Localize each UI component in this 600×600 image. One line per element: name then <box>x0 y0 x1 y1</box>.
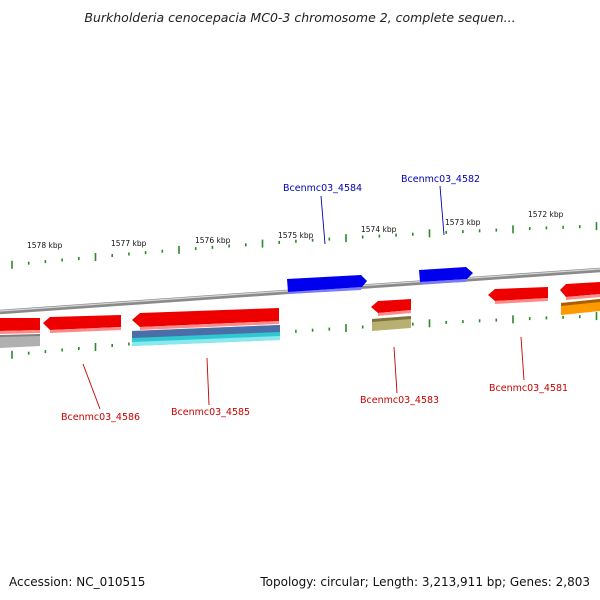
minor-tick <box>378 234 381 238</box>
minor-tick <box>295 239 297 243</box>
callout-line <box>320 195 326 245</box>
minor-tick <box>412 322 414 326</box>
gene-bcenmc03-4581[interactable] <box>488 287 548 304</box>
callout-line <box>82 363 101 410</box>
major-tick <box>428 229 431 238</box>
gene-label[interactable]: Bcenmc03_4581 <box>489 383 568 394</box>
minor-tick <box>44 260 47 264</box>
major-tick <box>512 315 514 324</box>
minor-tick <box>395 233 397 237</box>
gene-bcenmc03-4586[interactable] <box>43 315 121 333</box>
gene-bcenmc03-4582[interactable] <box>419 267 473 284</box>
gene-left-edge[interactable] <box>0 318 40 334</box>
callout-line <box>393 346 398 394</box>
minor-tick <box>78 257 80 260</box>
gene-label[interactable]: Bcenmc03_4584 <box>283 183 362 194</box>
minor-tick <box>412 232 414 236</box>
major-tick <box>178 245 180 254</box>
minor-tick <box>128 342 130 346</box>
feature-olive[interactable] <box>372 316 411 331</box>
minor-tick <box>562 225 564 229</box>
minor-tick <box>161 249 164 253</box>
feature-orange[interactable] <box>561 299 600 315</box>
major-tick <box>345 324 347 333</box>
minor-tick <box>545 226 548 230</box>
scale-labels: 1578 kbp 1577 kbp 1576 kbp 1575 kbp 1574… <box>27 210 564 250</box>
major-tick <box>94 253 97 261</box>
minor-tick <box>545 316 548 320</box>
minor-tick <box>27 351 30 355</box>
minor-tick <box>462 320 464 324</box>
feature-grey[interactable] <box>0 334 40 348</box>
major-tick <box>261 239 264 248</box>
minor-tick <box>579 225 581 229</box>
minor-tick <box>361 235 364 239</box>
gene-bcenmc03-4585[interactable] <box>132 308 279 330</box>
minor-tick <box>211 245 214 249</box>
minor-tick <box>328 237 331 241</box>
minor-tick <box>295 329 297 333</box>
minor-tick <box>128 252 130 256</box>
callout-line <box>439 185 445 236</box>
major-tick <box>345 234 347 243</box>
scale-ticks-inner <box>11 312 598 359</box>
minor-tick <box>579 315 581 319</box>
minor-tick <box>462 230 464 234</box>
major-tick <box>595 222 598 231</box>
minor-tick <box>445 230 447 234</box>
minor-tick <box>478 319 481 323</box>
gene-bcenmc03-4584[interactable] <box>287 275 367 294</box>
minor-tick <box>111 344 113 347</box>
accession-text: Accession: NC_010515 <box>9 575 146 589</box>
major-tick <box>512 225 514 234</box>
minor-tick <box>478 229 481 233</box>
minor-tick <box>27 261 30 265</box>
minor-tick <box>228 244 230 248</box>
gene-label[interactable]: Bcenmc03_4586 <box>61 412 140 423</box>
minor-tick <box>311 328 314 332</box>
major-tick <box>428 319 431 328</box>
genome-stats-text: Topology: circular; Length: 3,213,911 bp… <box>260 575 590 589</box>
minor-tick <box>61 258 63 262</box>
major-tick <box>595 312 598 321</box>
scale-label: 1572 kbp <box>528 210 564 219</box>
minor-tick <box>278 240 280 244</box>
map-title: Burkholderia cenocepacia MC0-3 chromosom… <box>84 10 516 25</box>
scale-label: 1573 kbp <box>445 218 481 227</box>
minor-tick <box>562 315 564 319</box>
minor-tick <box>194 247 197 251</box>
minor-tick <box>144 251 147 255</box>
minor-tick <box>245 243 247 247</box>
minor-tick <box>311 238 314 242</box>
callout-line <box>520 336 525 381</box>
scale-label: 1575 kbp <box>278 231 314 240</box>
scale-label: 1577 kbp <box>111 239 147 248</box>
minor-tick <box>111 254 113 257</box>
minor-tick <box>445 320 447 324</box>
gene-label[interactable]: Bcenmc03_4585 <box>171 407 250 418</box>
scale-label: 1578 kbp <box>27 241 63 250</box>
gene-right-edge[interactable] <box>560 282 600 300</box>
major-tick <box>11 260 13 269</box>
minor-tick <box>361 325 364 329</box>
scale-ticks-outer <box>11 222 598 269</box>
minor-tick <box>528 227 531 231</box>
gene-label[interactable]: Bcenmc03_4583 <box>360 395 439 406</box>
major-tick <box>11 350 13 359</box>
minor-tick <box>495 228 498 232</box>
minor-tick <box>495 318 498 322</box>
minor-tick <box>328 327 331 331</box>
gene-label[interactable]: Bcenmc03_4582 <box>401 174 480 185</box>
minor-tick <box>61 348 63 352</box>
feature-rna-cyan[interactable] <box>132 325 280 346</box>
scale-label: 1576 kbp <box>195 236 231 245</box>
major-tick <box>94 343 97 351</box>
gene-bcenmc03-4583[interactable] <box>371 299 411 316</box>
scale-label: 1574 kbp <box>361 225 397 234</box>
callout-line <box>206 357 210 406</box>
minor-tick <box>78 347 80 350</box>
minor-tick <box>528 317 531 321</box>
minor-tick <box>44 350 47 354</box>
